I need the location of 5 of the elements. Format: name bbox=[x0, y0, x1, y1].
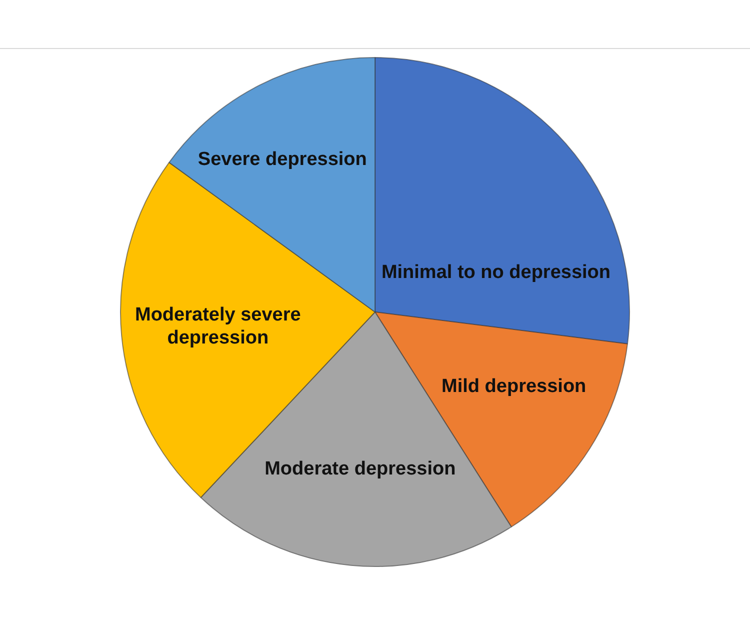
slice-label: Mild depression bbox=[442, 376, 586, 398]
slice-label: Moderately severe depression bbox=[134, 304, 301, 349]
slice-label: Minimal to no depression bbox=[381, 262, 611, 283]
slice-label: Severe depression bbox=[198, 149, 367, 170]
slice-label: Moderate depression bbox=[264, 458, 456, 480]
